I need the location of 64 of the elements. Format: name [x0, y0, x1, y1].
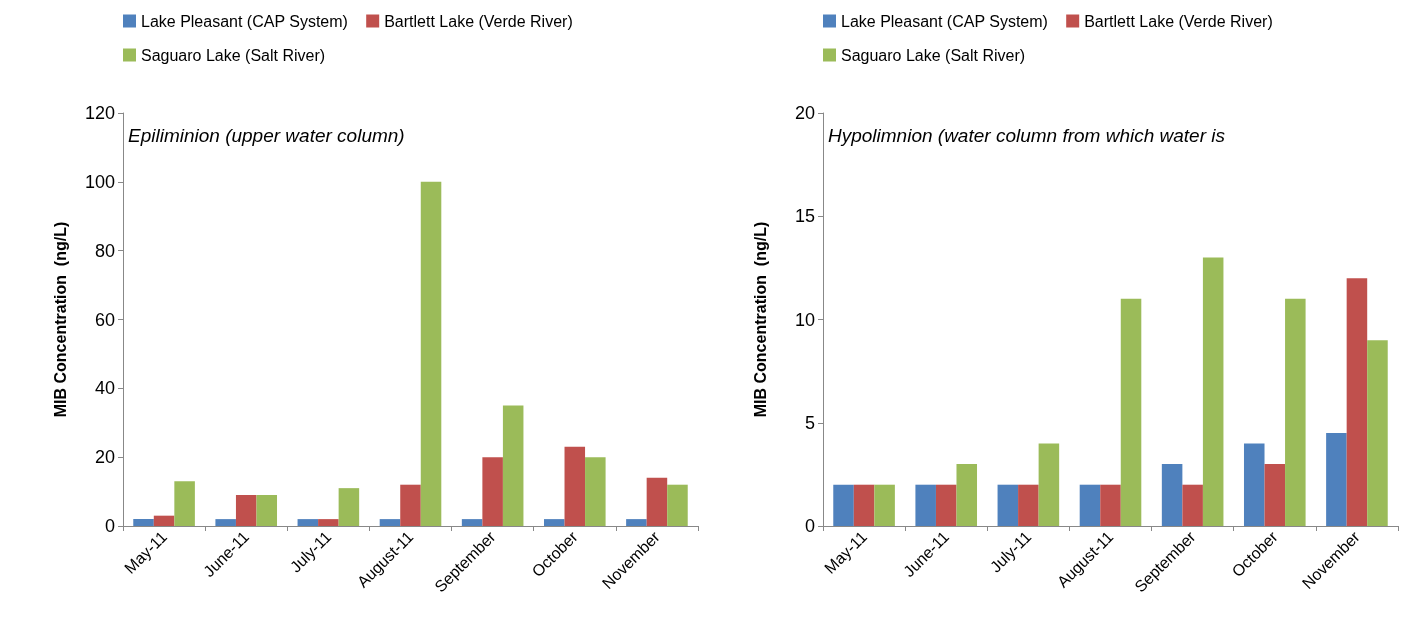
bar — [853, 484, 875, 526]
y-tick-label: 5 — [804, 412, 815, 433]
bar — [667, 484, 688, 526]
legend-label: Lake Pleasant (CAP System) — [141, 12, 348, 30]
legend-label: Lake Pleasant (CAP System) — [841, 12, 1048, 30]
bar — [1243, 443, 1265, 526]
y-tick-label: 20 — [794, 103, 815, 123]
y-tick-label: 40 — [94, 378, 115, 399]
bar — [1326, 433, 1347, 526]
bar — [1367, 340, 1388, 526]
y-tick-label: 80 — [94, 240, 115, 261]
bar — [1202, 257, 1224, 526]
bar — [833, 484, 854, 526]
y-tick-label: 20 — [94, 447, 115, 468]
annotation: Hypolimnion (water column from which water is — [828, 125, 1226, 146]
y-tick-label: 10 — [794, 309, 815, 330]
legend-label: Bartlett Lake (Verde River) — [384, 12, 573, 30]
bar — [1038, 443, 1060, 526]
y-tick-label: 0 — [804, 516, 815, 536]
y-tick-label: 15 — [794, 206, 815, 227]
bar — [482, 457, 503, 526]
bar — [1079, 484, 1101, 526]
bar — [379, 519, 401, 526]
bar — [1264, 464, 1286, 526]
bar — [1182, 484, 1203, 526]
bar — [646, 477, 668, 526]
bar — [1018, 484, 1039, 526]
y-axis-title: MIB Concentration (ng/L) — [51, 221, 69, 418]
bar — [153, 515, 175, 526]
annotation: Epiliminion (upper water column) — [128, 125, 405, 146]
bar — [400, 484, 421, 526]
y-tick-label: 120 — [84, 103, 115, 123]
bar — [585, 457, 606, 526]
bar — [256, 495, 278, 526]
bar — [338, 488, 360, 526]
legend-label: Saguaro Lake (Salt River) — [141, 46, 326, 64]
y-axis-title: MIB Concentration (ng/L) — [751, 221, 769, 418]
y-tick-label: 0 — [104, 516, 115, 536]
bar — [133, 519, 154, 526]
bar — [297, 519, 319, 526]
bar — [564, 446, 586, 526]
bar — [874, 484, 895, 526]
bar — [1346, 278, 1368, 526]
legend-label: Bartlett Lake (Verde River) — [1084, 12, 1273, 30]
bar — [1100, 484, 1121, 526]
bar — [1285, 298, 1306, 526]
bar — [420, 181, 442, 526]
bar — [626, 519, 647, 526]
bar — [1120, 298, 1142, 526]
bar — [235, 495, 257, 526]
bar — [174, 481, 195, 526]
bar — [502, 405, 524, 526]
bar — [997, 484, 1019, 526]
bar — [215, 519, 236, 526]
bar — [461, 519, 483, 526]
bar — [318, 519, 339, 526]
bar — [935, 484, 957, 526]
bar — [915, 484, 936, 526]
bar — [1161, 464, 1183, 526]
bar — [956, 464, 978, 526]
bar — [543, 519, 565, 526]
y-tick-label: 60 — [94, 309, 115, 330]
legend-label: Saguaro Lake (Salt River) — [841, 46, 1026, 64]
y-tick-label: 100 — [84, 171, 115, 192]
